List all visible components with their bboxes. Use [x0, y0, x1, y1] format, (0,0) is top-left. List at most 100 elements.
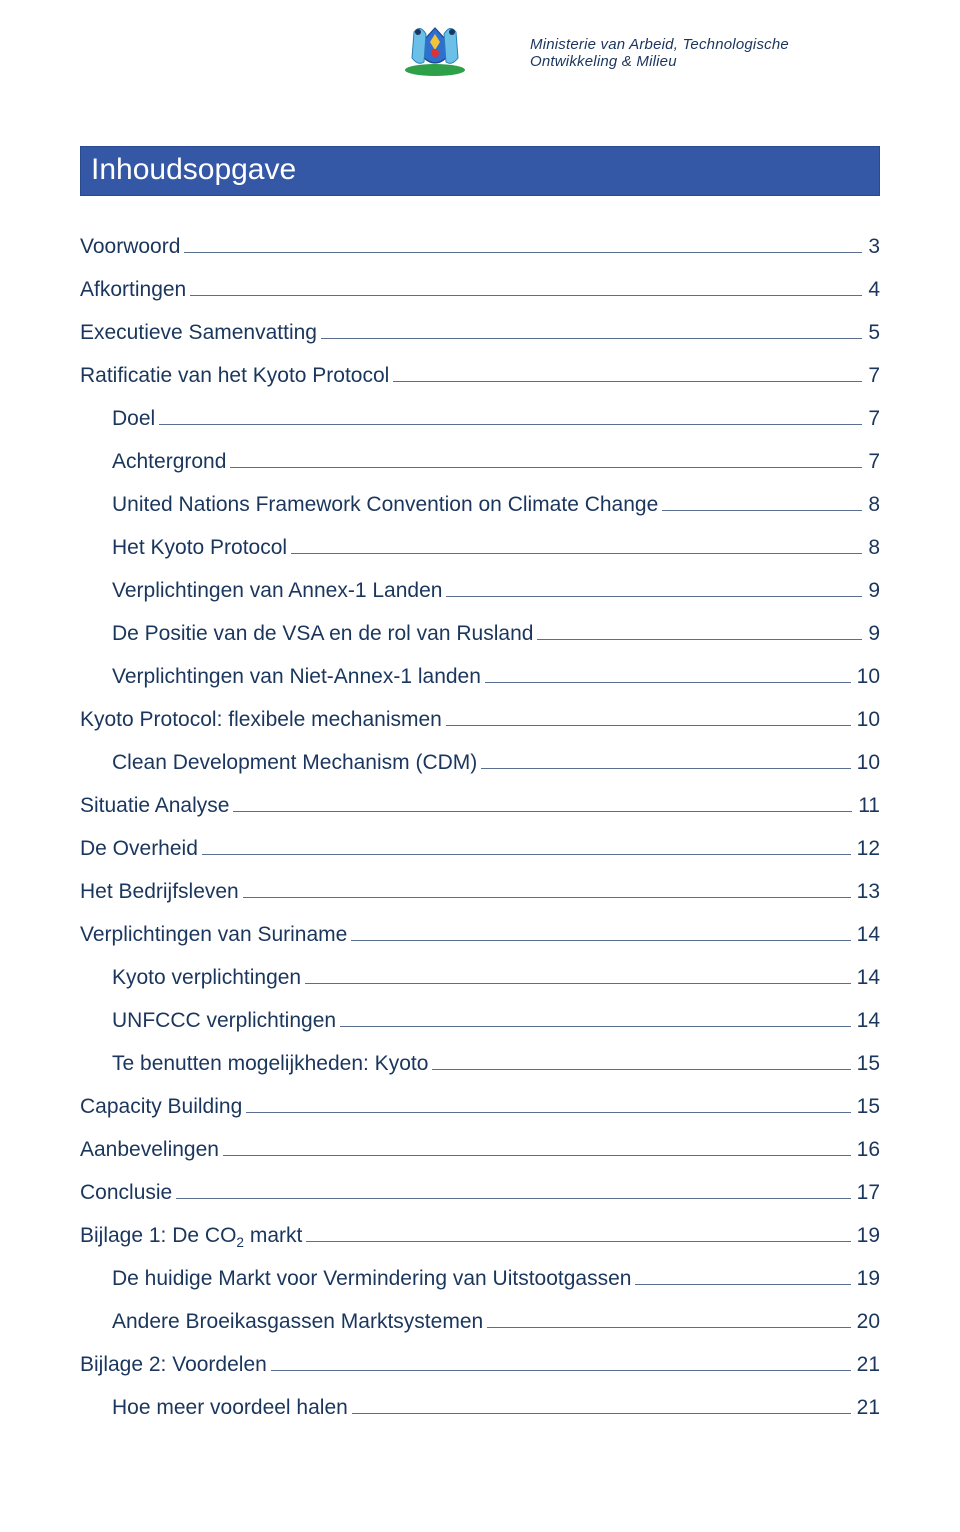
toc-entry-page: 11 — [852, 795, 880, 816]
toc-entry-page: 14 — [851, 967, 880, 988]
toc-leader-line — [432, 1069, 850, 1070]
toc-entry-label[interactable]: Kyoto Protocol: flexibele mechanismen — [80, 709, 446, 730]
toc-entry-page: 14 — [851, 1010, 880, 1031]
toc-entry-label[interactable]: Bijlage 2: Voordelen — [80, 1354, 271, 1375]
toc-entry-label[interactable]: Verplichtingen van Annex-1 Landen — [112, 580, 446, 601]
toc-row: Afkortingen 4 — [80, 279, 880, 300]
toc-entry-label[interactable]: Voorwoord — [80, 236, 184, 257]
toc-entry-label[interactable]: Bijlage 1: De CO2 markt — [80, 1225, 306, 1246]
toc-entry-page: 21 — [851, 1397, 880, 1418]
toc-leader-line — [291, 553, 862, 554]
toc-row: Te benutten mogelijkheden: Kyoto 15 — [80, 1053, 880, 1074]
toc-entry-label[interactable]: United Nations Framework Convention on C… — [112, 494, 662, 515]
toc-leader-line — [305, 983, 851, 984]
toc-row: Hoe meer voordeel halen 21 — [80, 1397, 880, 1418]
toc-entry-page: 9 — [862, 580, 880, 601]
toc-entry-label[interactable]: Conclusie — [80, 1182, 176, 1203]
toc-leader-line — [487, 1327, 850, 1328]
toc-entry-label[interactable]: Het Bedrijfsleven — [80, 881, 243, 902]
toc-entry-page: 17 — [851, 1182, 880, 1203]
toc-entry-page: 20 — [851, 1311, 880, 1332]
toc-entry-label[interactable]: Verplichtingen van Niet-Annex-1 landen — [112, 666, 485, 687]
toc-row: Achtergrond 7 — [80, 451, 880, 472]
toc-leader-line — [230, 467, 862, 468]
toc-entry-label[interactable]: Afkortingen — [80, 279, 190, 300]
toc-leader-line — [184, 252, 862, 253]
toc-leader-line — [393, 381, 862, 382]
toc-entry-page: 10 — [851, 666, 880, 687]
ministry-name: Ministerie van Arbeid, Technologische On… — [530, 36, 880, 70]
toc-leader-line — [351, 940, 850, 941]
toc-entry-page: 5 — [862, 322, 880, 343]
toc-entry-label[interactable]: Achtergrond — [112, 451, 230, 472]
toc-entry-page: 7 — [862, 451, 880, 472]
toc-entry-label[interactable]: De huidige Markt voor Vermindering van U… — [112, 1268, 635, 1289]
toc-leader-line — [190, 295, 862, 296]
toc-row: Andere Broeikasgassen Marktsystemen 20 — [80, 1311, 880, 1332]
toc-row: Doel7 — [80, 408, 880, 429]
toc-leader-line — [537, 639, 862, 640]
toc-entry-page: 16 — [851, 1139, 880, 1160]
toc-entry-label[interactable]: De Positie van de VSA en de rol van Rusl… — [112, 623, 537, 644]
toc-entry-page: 19 — [851, 1268, 880, 1289]
toc-row: Capacity Building 15 — [80, 1096, 880, 1117]
toc-entry-label[interactable]: Andere Broeikasgassen Marktsystemen — [112, 1311, 487, 1332]
toc-entry-label[interactable]: Capacity Building — [80, 1096, 246, 1117]
toc-row: Verplichtingen van Annex-1 Landen 9 — [80, 580, 880, 601]
toc-entry-page: 19 — [851, 1225, 880, 1246]
toc-row: Ratificatie van het Kyoto Protocol 7 — [80, 365, 880, 386]
toc-entry-label[interactable]: Aanbevelingen — [80, 1139, 223, 1160]
toc-leader-line — [202, 854, 851, 855]
toc-entry-label[interactable]: Verplichtingen van Suriname — [80, 924, 351, 945]
toc-entry-label[interactable]: UNFCCC verplichtingen — [112, 1010, 340, 1031]
toc-entry-page: 3 — [862, 236, 880, 257]
toc-row: De huidige Markt voor Vermindering van U… — [80, 1268, 880, 1289]
toc-leader-line — [635, 1284, 850, 1285]
toc-row: Het Kyoto Protocol 8 — [80, 537, 880, 558]
toc-leader-line — [321, 338, 862, 339]
toc-entry-page: 9 — [862, 623, 880, 644]
toc-entry-label[interactable]: Clean Development Mechanism (CDM) — [112, 752, 481, 773]
toc-row: Verplichtingen van Niet-Annex-1 landen 10 — [80, 666, 880, 687]
toc-leader-line — [446, 725, 851, 726]
table-of-contents: Voorwoord 3 Afkortingen 4 Executieve Samenva… — [80, 236, 880, 1418]
toc-entry-label[interactable]: De Overheid — [80, 838, 202, 859]
toc-row: Het Bedrijfsleven 13 — [80, 881, 880, 902]
toc-entry-page: 8 — [862, 494, 880, 515]
toc-entry-label[interactable]: Ratificatie van het Kyoto Protocol — [80, 365, 393, 386]
toc-entry-label[interactable]: Kyoto verplichtingen — [112, 967, 305, 988]
toc-entry-page: 21 — [851, 1354, 880, 1375]
toc-row: United Nations Framework Convention on C… — [80, 494, 880, 515]
toc-leader-line — [176, 1198, 850, 1199]
toc-leader-line — [352, 1413, 851, 1414]
toc-row: Conclusie 17 — [80, 1182, 880, 1203]
toc-entry-label[interactable]: Het Kyoto Protocol — [112, 537, 291, 558]
toc-leader-line — [243, 897, 851, 898]
toc-entry-page: 4 — [862, 279, 880, 300]
toc-leader-line — [340, 1026, 851, 1027]
toc-row: Kyoto verplichtingen 14 — [80, 967, 880, 988]
toc-row: Clean Development Mechanism (CDM)10 — [80, 752, 880, 773]
toc-entry-label[interactable]: Situatie Analyse — [80, 795, 233, 816]
toc-entry-label[interactable]: Te benutten mogelijkheden: Kyoto — [112, 1053, 432, 1074]
toc-leader-line — [233, 811, 852, 812]
toc-entry-page: 10 — [851, 709, 880, 730]
toc-row: Bijlage 1: De CO2 markt 19 — [80, 1225, 880, 1246]
toc-leader-line — [662, 510, 862, 511]
toc-entry-page: 7 — [862, 365, 880, 386]
toc-entry-label[interactable]: Executieve Samenvatting — [80, 322, 321, 343]
toc-row: Voorwoord 3 — [80, 236, 880, 257]
toc-entry-label[interactable]: Doel — [112, 408, 159, 429]
toc-leader-line — [446, 596, 862, 597]
toc-row: Kyoto Protocol: flexibele mechanismen 10 — [80, 709, 880, 730]
toc-row: Verplichtingen van Suriname14 — [80, 924, 880, 945]
toc-leader-line — [485, 682, 851, 683]
toc-entry-page: 15 — [851, 1053, 880, 1074]
toc-row: De Overheid12 — [80, 838, 880, 859]
toc-entry-page: 13 — [851, 881, 880, 902]
toc-row: De Positie van de VSA en de rol van Rusl… — [80, 623, 880, 644]
toc-entry-page: 8 — [862, 537, 880, 558]
toc-leader-line — [246, 1112, 850, 1113]
toc-entry-label[interactable]: Hoe meer voordeel halen — [112, 1397, 352, 1418]
toc-entry-page: 15 — [851, 1096, 880, 1117]
